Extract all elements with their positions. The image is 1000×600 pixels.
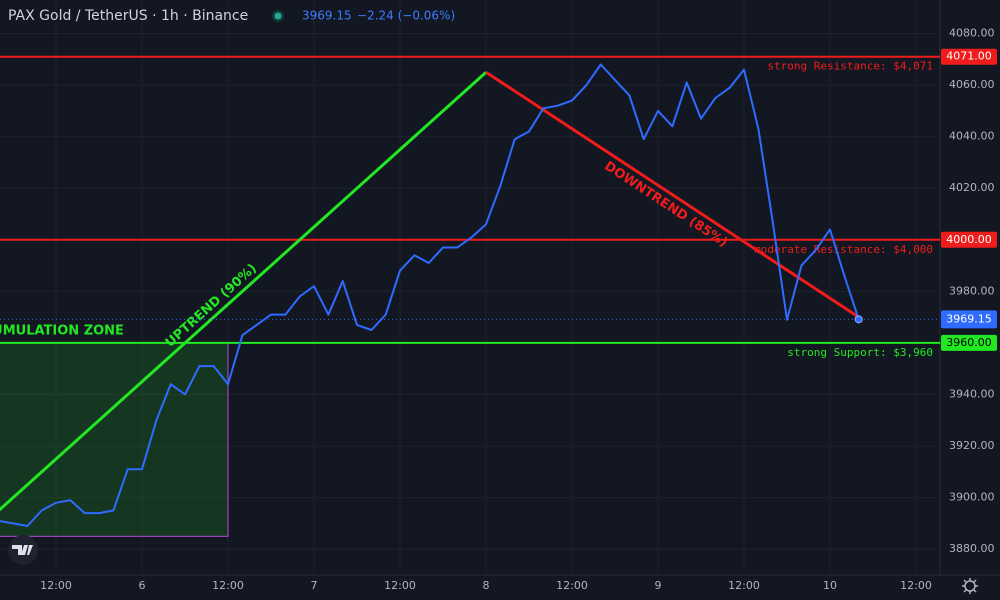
level-text: strong Support: $3,960 [787,346,933,359]
last-point [854,315,863,324]
level-badge [941,48,997,65]
level-text: strong Resistance: $4,071 [767,60,933,73]
y-tick-label: 4060.00 [949,78,995,91]
trend-line [0,71,488,512]
x-tick-label: 6 [139,579,146,592]
x-tick-label: 9 [655,579,662,592]
y-tick-label: 3900.00 [949,491,995,504]
zone-label: ACCUMULATION ZONE [0,323,124,338]
x-tick-label: 12:00 [212,579,244,592]
symbol-title: PAX Gold / TetherUS · 1h · Binance [8,8,248,24]
y-tick-label: 4020.00 [949,181,995,194]
level-badge [941,231,997,248]
last-price-badge [941,310,997,329]
x-tick-label: 12:00 [384,579,416,592]
x-tick-label: 10 [823,579,837,592]
x-tick-label: 12:00 [900,579,932,592]
trend-line [485,70,860,319]
settings-icon[interactable] [962,578,978,594]
x-tick-label: 7 [311,579,318,592]
y-tick-label: 3880.00 [949,542,995,555]
header-price: 3969.15 [302,9,352,23]
y-tick-label: 3920.00 [949,439,995,452]
level-text: moderate Resistance: $4,000 [754,243,933,256]
y-tick-label: 4080.00 [949,27,995,40]
y-tick-label: 4040.00 [949,130,995,143]
level-badge-label: 3960.00 [946,336,992,349]
x-tick-label: 8 [483,579,490,592]
x-tick-label: 12:00 [556,579,588,592]
zone-box [0,342,229,537]
x-tick-label: 12:00 [728,579,760,592]
x-tick-label: 12:00 [40,579,72,592]
last-price-label: 3969.15 [946,312,992,325]
axes: 4080.00 4060.00 4040.00 4020.00 3980.00 3940.… [40,27,997,592]
header-change: −2.24 (−0.06%) [357,9,455,23]
y-tick-label: 3940.00 [949,388,995,401]
level-badge [941,334,997,351]
level-badge-label: 4071.00 [946,50,992,63]
price-line [0,63,860,527]
status-dot [274,12,282,20]
y-tick-label: 3980.00 [949,284,995,297]
level-badge-label: 4000.00 [946,233,992,246]
tv-logo [8,535,38,565]
